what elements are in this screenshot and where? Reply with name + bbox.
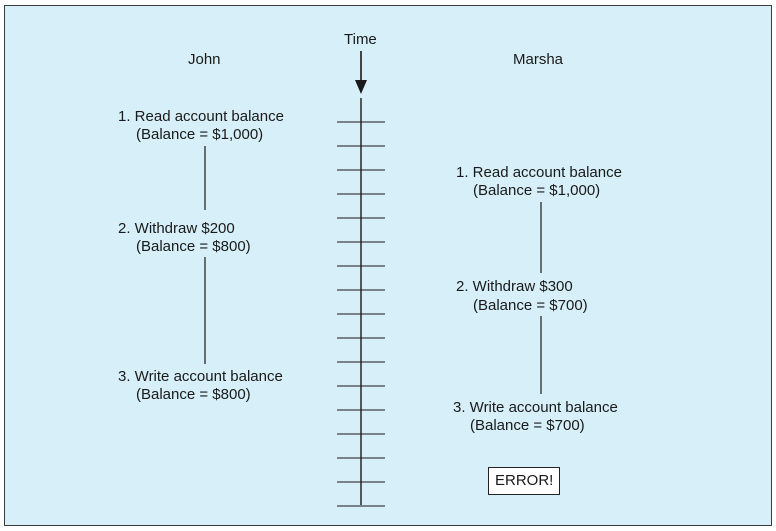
marsha-step-2-label: 2. Withdraw $300 xyxy=(456,278,573,295)
error-box: ERROR! xyxy=(488,467,561,495)
john-step-3-label: 3. Write account balance xyxy=(118,368,283,385)
john-step-2-value: (Balance = $800) xyxy=(136,238,251,255)
john-step-1-value: (Balance = $1,000) xyxy=(136,126,264,143)
diagram-frame xyxy=(4,5,772,526)
marsha-step-2-value: (Balance = $700) xyxy=(473,297,588,314)
marsha-step-1-value: (Balance = $1,000) xyxy=(473,182,601,199)
diagram-background xyxy=(5,6,771,525)
marsha-header: Marsha xyxy=(513,51,564,68)
john-step-3-value: (Balance = $800) xyxy=(136,386,251,403)
down-arrow-icon xyxy=(355,80,367,94)
marsha-step-3-value: (Balance = $700) xyxy=(470,417,585,434)
marsha-step-1-label: 1. Read account balance xyxy=(456,164,622,181)
john-header: John xyxy=(188,51,221,68)
marsha-step-3-label: 3. Write account balance xyxy=(453,399,618,416)
john-step-2-label: 2. Withdraw $200 xyxy=(118,220,235,237)
time-label: Time xyxy=(344,31,377,48)
timeline-ticks xyxy=(337,121,385,507)
john-step-1-label: 1. Read account balance xyxy=(118,108,284,125)
